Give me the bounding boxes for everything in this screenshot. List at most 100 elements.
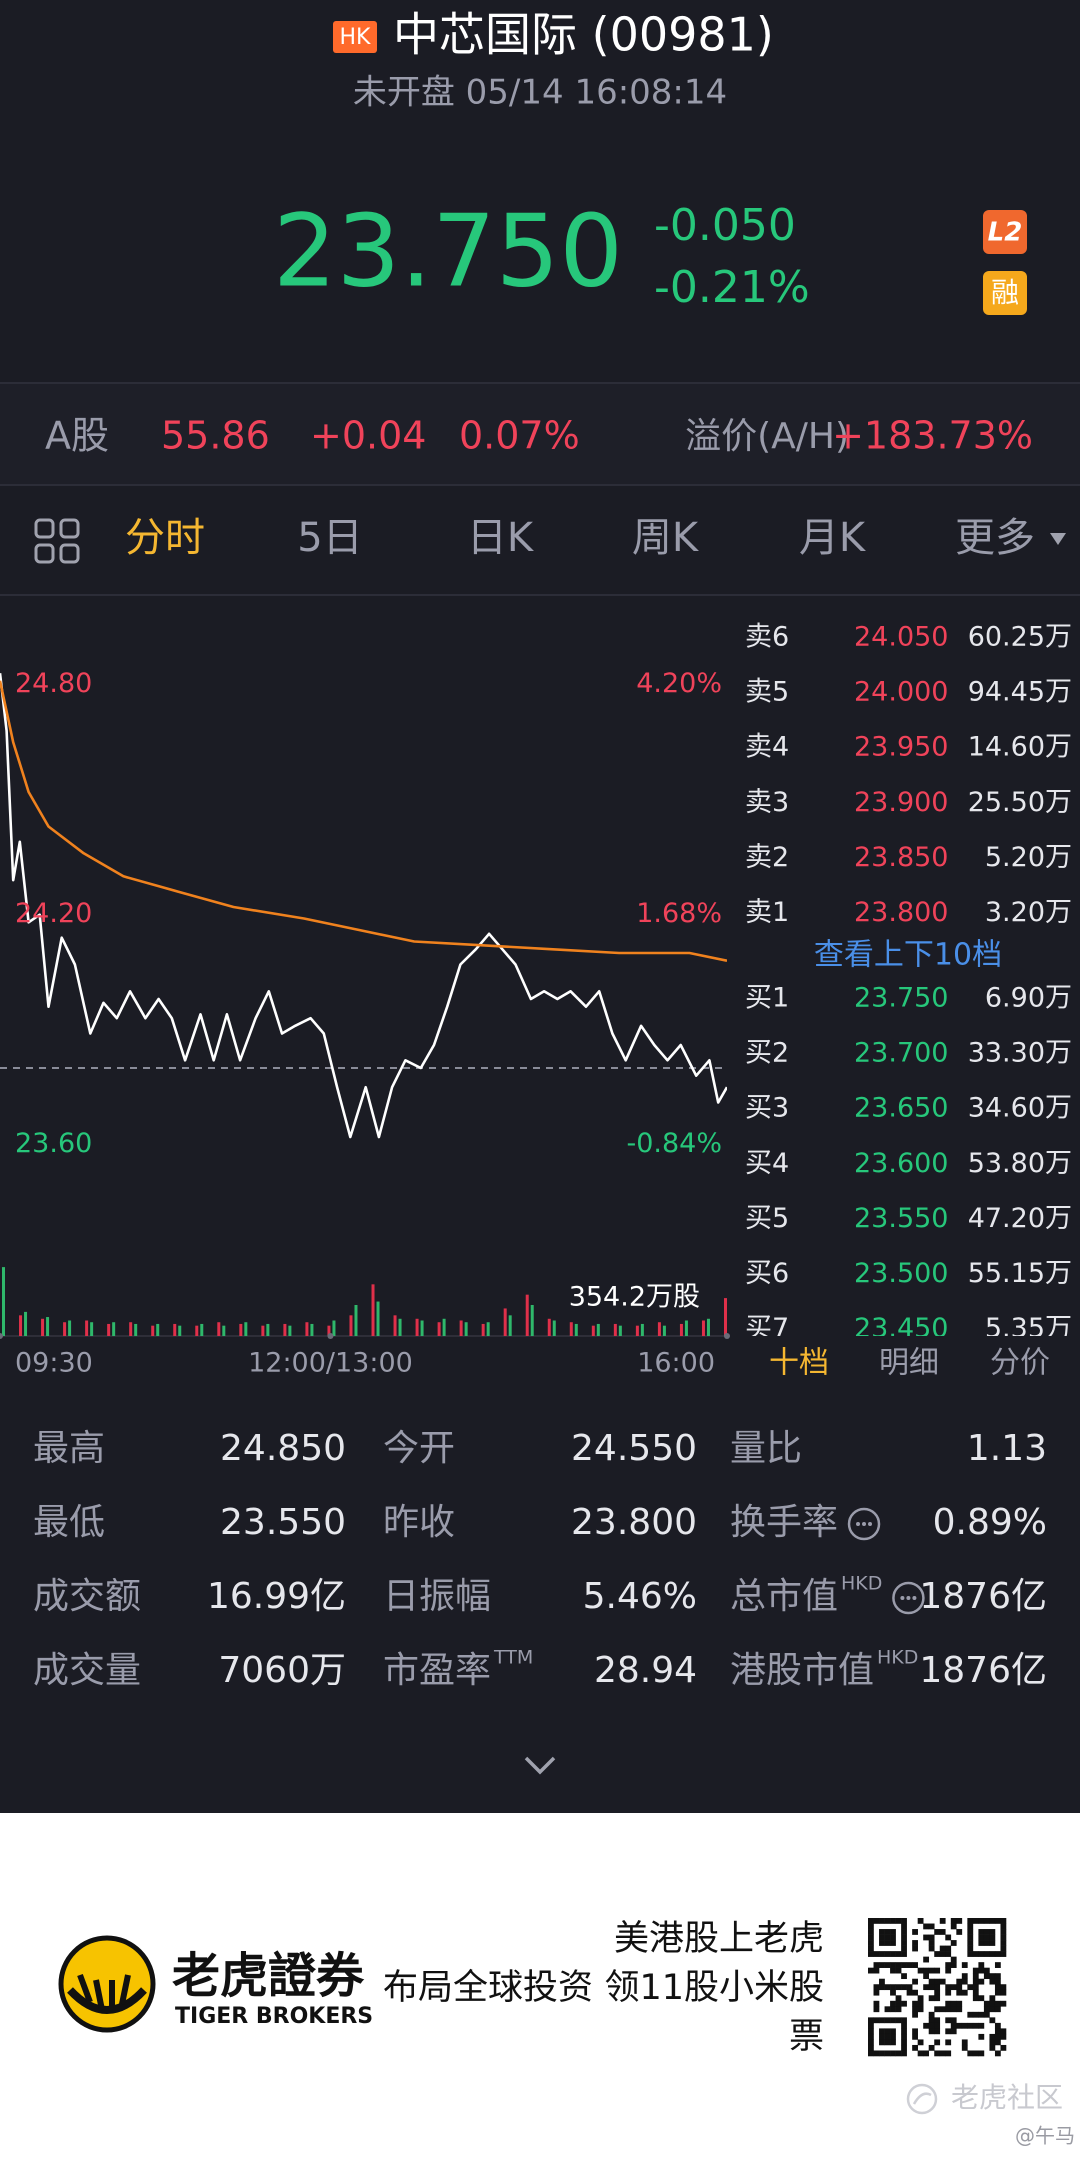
qr-module: [972, 1995, 979, 2002]
qr-module: [989, 2044, 996, 2051]
qr-module: [912, 1945, 918, 1952]
chart-tab[interactable]: 周K: [632, 515, 700, 561]
volume-bar: [552, 1320, 556, 1336]
chart-tab[interactable]: 5日: [297, 515, 362, 561]
volume-bar: [68, 1320, 72, 1336]
chart-tab[interactable]: 分时: [125, 515, 205, 561]
volume-bar: [574, 1323, 578, 1336]
qr-module: [950, 1956, 957, 1963]
volume-bar: [46, 1317, 50, 1336]
qr-module: [884, 2039, 891, 2046]
volume-bar: [706, 1318, 710, 1336]
qr-module: [989, 2033, 996, 2040]
book-volume: 5.35万: [985, 1313, 1072, 1344]
l2-badge[interactable]: L2: [988, 218, 1023, 248]
qr-module: [978, 1962, 985, 1968]
volume-bar: [398, 1318, 402, 1336]
qr-module: [901, 1945, 907, 1952]
qr-module: [879, 1940, 885, 1946]
qr-module: [994, 2039, 1001, 2046]
qr-module: [1000, 2028, 1007, 2035]
qr-module: [884, 2006, 891, 2013]
book-tab[interactable]: 分价: [990, 1346, 1050, 1381]
stat-value: 7060万: [218, 1650, 346, 1691]
volume-bar: [376, 1301, 380, 1336]
market-badge-bg: [333, 21, 377, 53]
volume-bar: [437, 1322, 441, 1336]
qr-module: [934, 2022, 941, 2029]
qr-module: [868, 1918, 874, 1924]
qr-module: [873, 1967, 880, 1974]
qr-module: [901, 2028, 907, 2035]
qr-module: [879, 1918, 885, 1924]
volume-bar: [310, 1323, 314, 1336]
qr-module: [873, 1989, 880, 1996]
qr-module: [967, 2022, 974, 2029]
qr-module: [923, 1973, 930, 1980]
qr-module: [901, 1951, 907, 1957]
volume-bar: [261, 1325, 265, 1336]
qr-module: [1000, 1989, 1007, 1996]
qr-module: [989, 1940, 996, 1946]
qr-module: [901, 2044, 907, 2051]
info-icon[interactable]: [892, 1581, 925, 1615]
qr-module: [950, 1923, 957, 1930]
volume-bar: [354, 1305, 358, 1336]
qr-module: [978, 1995, 985, 2002]
book-tab[interactable]: 明细: [879, 1346, 939, 1381]
volume-bar: [525, 1294, 529, 1336]
qr-module: [879, 1984, 885, 1991]
stat-label: 昨收: [383, 1502, 455, 1543]
qr-module: [928, 1923, 935, 1930]
dropdown-arrow[interactable]: [1050, 533, 1066, 545]
info-icon[interactable]: [847, 1507, 881, 1541]
book-tab[interactable]: 十档: [769, 1346, 829, 1381]
qr-module: [895, 2017, 902, 2024]
expand-chevron[interactable]: [524, 1756, 556, 1775]
volume-bar: [420, 1320, 424, 1336]
qr-module: [879, 1951, 885, 1957]
volume-bar: [618, 1325, 622, 1336]
qr-module: [879, 1929, 885, 1935]
qr-module: [994, 2028, 1001, 2035]
chart-tab[interactable]: 日K: [467, 515, 535, 561]
y2-tick-label: -0.84%: [626, 1128, 722, 1159]
stat-label: 量比: [730, 1428, 802, 1469]
qr-module: [895, 1918, 902, 1924]
qr-module: [879, 2028, 885, 2035]
chart-tab[interactable]: 更多: [955, 515, 1035, 561]
qr-module: [972, 1989, 979, 1996]
qr-module: [956, 1989, 963, 1996]
info-icon-dot: [900, 1596, 905, 1600]
qr-module: [873, 2000, 880, 2007]
volume-bar: [90, 1322, 94, 1336]
qr-module: [989, 1973, 996, 1980]
book-price: 23.650: [854, 1093, 948, 1124]
qr-module: [945, 2039, 952, 2046]
qr-module: [890, 2028, 896, 2035]
book-expand-link[interactable]: 查看上下10档: [814, 938, 1002, 973]
qr-module: [934, 1978, 941, 1985]
stat-value: 28.94: [594, 1650, 697, 1691]
volume-bar: [724, 1298, 727, 1336]
qr-module: [994, 2033, 1001, 2040]
qr-module: [967, 2011, 974, 2018]
volume-bar: [195, 1325, 199, 1336]
volume-bar: [19, 1315, 23, 1336]
x-tick-label: 09:30: [15, 1348, 93, 1379]
qr-module: [967, 1945, 974, 1952]
qr-module: [901, 1923, 907, 1930]
book-level: 买4: [745, 1148, 789, 1179]
qr-module: [994, 1918, 1001, 1924]
qr-module: [917, 2000, 924, 2007]
margin-badge[interactable]: 融: [991, 276, 1019, 309]
book-volume: 6.90万: [985, 983, 1072, 1014]
chart-tab[interactable]: 月K: [799, 515, 867, 561]
qr-module: [884, 1918, 891, 1924]
volume-bar: [662, 1325, 666, 1336]
grid-icon[interactable]: [34, 518, 80, 564]
volume-bar: [173, 1323, 177, 1336]
qr-module: [989, 1934, 996, 1941]
qr-code: [868, 1918, 1007, 2057]
qr-module: [939, 1951, 946, 1957]
